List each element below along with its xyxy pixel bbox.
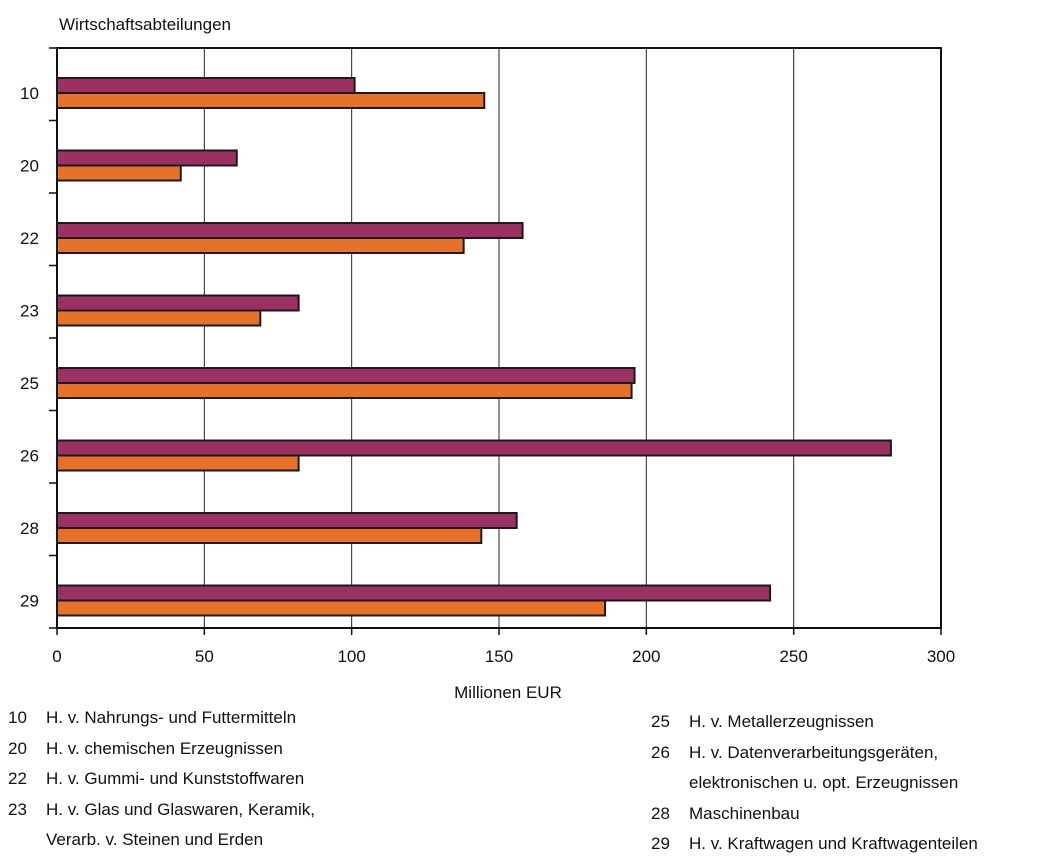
bar-23-series-1: [56, 294, 300, 312]
bar-10-series-1: [56, 77, 356, 94]
legend-code: 29: [651, 834, 670, 853]
legend-text: H. v. Nahrungs- und Futtermitteln: [46, 708, 297, 727]
legend-entry-28: 28 Maschinenbau: [651, 799, 978, 830]
legend-entry-22: 22 H. v. Gummi- und Kunststoffwaren: [8, 764, 315, 795]
category-label-10: 10: [20, 84, 39, 103]
legend-entry-20: 20 H. v. chemischen Erzeugnissen: [8, 734, 315, 765]
x-tick-label: 150: [485, 647, 513, 666]
bar-20-series-2: [56, 164, 182, 182]
legend-text: H. v. Kraftwagen und Kraftwagenteilen: [689, 834, 978, 853]
category-label-29: 29: [20, 592, 39, 611]
legend-entry-26: 26 H. v. Datenverarbeitungsgeräten,: [651, 738, 978, 769]
bar-23-series-2: [56, 309, 262, 327]
bar-22-series-2: [56, 237, 465, 254]
x-tick-label: 200: [632, 647, 660, 666]
x-tick-label: 250: [779, 647, 807, 666]
legend-code: 26: [651, 742, 670, 762]
category-label-22: 22: [20, 229, 39, 248]
legend-entry-29: 29 H. v. Kraftwagen und Kraftwagenteilen: [651, 829, 978, 860]
legend-text: Maschinenbau: [689, 803, 800, 823]
bar-25-series-1: [56, 367, 636, 384]
bar-26-series-1: [56, 439, 892, 457]
legend-text: H. v. Glas und Glaswaren, Keramik,: [46, 799, 315, 819]
bar-25-series-2: [56, 382, 633, 399]
legend-code: 22: [8, 769, 27, 788]
x-tick-label: 100: [337, 647, 365, 666]
category-label-28: 28: [20, 519, 39, 538]
legend-entry-26-cont: elektronischen u. opt. Erzeugnissen: [651, 768, 978, 799]
legend-entry-23: 23 H. v. Glas und Glaswaren, Keramik,: [8, 795, 315, 826]
bar-10-series-2: [56, 92, 486, 109]
bar-29-series-2: [56, 599, 607, 617]
axis-ticks: [49, 47, 942, 635]
legend-entry-23-cont: Verarb. v. Steinen und Erden: [8, 825, 315, 856]
bar-29-series-1: [56, 584, 772, 602]
bar-28-series-1: [56, 512, 518, 529]
legend-code: 23: [8, 799, 27, 819]
legend-text: elektronischen u. opt. Erzeugnissen: [689, 773, 959, 792]
legend-right: 25 H. v. Metallerzeugnissen 26 H. v. Datenv…: [651, 707, 978, 860]
category-label-26: 26: [20, 447, 39, 466]
legend-text: H. v. chemischen Erzeugnissen: [46, 738, 283, 758]
bar-28-series-2: [56, 527, 483, 544]
legend-text: H. v. Gummi- und Kunststoffwaren: [46, 769, 305, 788]
bar-26-series-2: [56, 454, 300, 472]
legend-code: 10: [8, 708, 27, 727]
x-tick-label: 50: [195, 647, 214, 666]
category-label-25: 25: [20, 374, 39, 393]
legend-code: 20: [8, 738, 27, 758]
bar-chart: Wirtschaftsabteilungen 1020222325262829 …: [20, 15, 955, 700]
legend-entry-25: 25 H. v. Metallerzeugnissen: [651, 707, 978, 738]
legend-text: H. v. Datenverarbeitungsgeräten,: [689, 742, 939, 762]
legend-text: H. v. Metallerzeugnissen: [689, 712, 874, 731]
x-tick-label: 300: [927, 647, 955, 666]
bar-22-series-1: [56, 222, 524, 239]
category-label-20: 20: [20, 157, 39, 176]
x-axis-label: Millionen EUR: [454, 683, 562, 700]
bars: [56, 77, 892, 617]
x-tick-label: 0: [52, 647, 61, 666]
bar-20-series-1: [56, 149, 238, 167]
legend-entry-10: 10 H. v. Nahrungs- und Futtermitteln: [8, 703, 315, 734]
category-label-23: 23: [20, 302, 39, 321]
legend-text: Verarb. v. Steinen und Erden: [46, 830, 264, 849]
legend-left: 10 H. v. Nahrungs- und Futtermitteln 20 H. …: [8, 703, 315, 856]
x-tick-labels: 0 50 100 150 200 250 300: [52, 647, 955, 666]
y-axis-label: Wirtschaftsabteilungen: [59, 15, 231, 34]
legend-code: 28: [651, 803, 670, 823]
category-labels: 10 20 22 23 25 26 28 29: [20, 84, 39, 611]
legend-code: 25: [651, 712, 670, 731]
